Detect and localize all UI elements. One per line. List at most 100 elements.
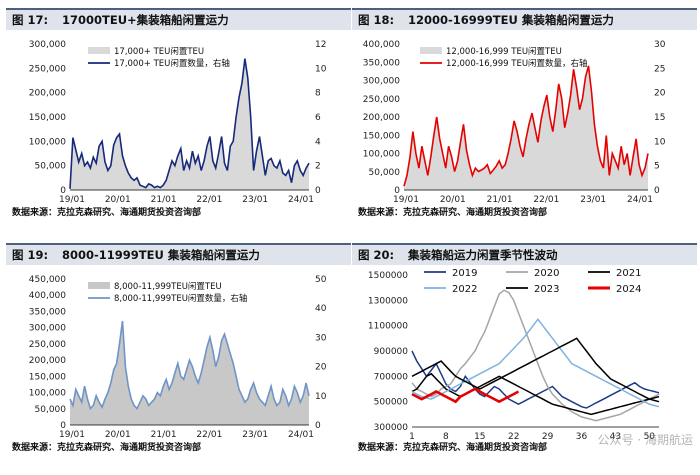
y-tick-label: 1500000 <box>368 271 408 281</box>
chart-title: 集装箱船运力闲置季节性波动 <box>408 248 558 262</box>
y2-tick-label: 10 <box>315 64 327 74</box>
x-tick-label: 23/01 <box>580 195 606 205</box>
x-tick-label: 24/01 <box>288 195 314 205</box>
x-tick-label: 50 <box>644 432 656 442</box>
chart-20-plot: 3000005000007000009000001100000130000015… <box>368 268 660 442</box>
y-tick-label: 200,000 <box>363 113 400 123</box>
y-tick-label: 350,000 <box>363 58 400 68</box>
chart-panel-20: 图 20: 集装箱船运力闲置季节性波动 300000 500000 700000 90… <box>352 243 697 475</box>
area-series <box>404 65 648 190</box>
x-tick-label: 22/01 <box>196 195 222 205</box>
figure-number: 图 18: <box>358 13 395 27</box>
chart-panel-17: 图 17: 17000TEU+集装箱船闲置运力 0 50,000 100,000 15… <box>6 8 351 240</box>
legend-label: 8,000-11,999TEU闲置数量，右轴 <box>114 293 247 304</box>
figure-number: 图 17: <box>12 13 49 27</box>
legend-label: 2020 <box>534 268 559 279</box>
title-bar-19: 图 19: 8000-11999TEU 集装箱船闲置运力 <box>6 243 351 265</box>
y-tick-label: 450,000 <box>29 275 66 285</box>
y-tick-label: 200,000 <box>29 89 66 99</box>
x-tick-label: 19/01 <box>393 195 419 205</box>
y-tick-label: 200,000 <box>29 356 66 366</box>
legend-label: 2019 <box>452 268 477 279</box>
source-note: 数据来源：克拉克森研究、海通期货投资咨询部 <box>12 443 202 453</box>
chart-title: 8000-11999TEU 集装箱船闲置运力 <box>62 248 260 262</box>
y-tick-label: 100,000 <box>363 150 400 160</box>
x-tick-label: 29 <box>542 432 554 442</box>
y2-tick-label: 15 <box>654 113 665 123</box>
x-tick-label: 23/01 <box>242 195 268 205</box>
y-tick-label: 400,000 <box>29 291 66 301</box>
y2-tick-label: 10 <box>654 137 666 147</box>
y2-tick-label: 5 <box>654 162 660 172</box>
figure-number: 图 20: <box>358 248 395 262</box>
line-series <box>69 320 310 411</box>
y2-tick-label: 0 <box>315 421 321 431</box>
chart-panel-18: 图 18: 12000-16999TEU 集装箱船闲置运力 0 50,000 100… <box>352 8 697 240</box>
y-tick-label: 50,000 <box>35 405 67 415</box>
y2-tick-label: 8 <box>315 89 321 99</box>
y-tick-label: 1100000 <box>368 322 408 332</box>
x-tick-label: 20/01 <box>440 195 466 205</box>
x-tick-label: 21/01 <box>487 195 513 205</box>
y-tick-label: 0 <box>394 186 400 196</box>
chart-panel-19: 图 19: 8000-11999TEU 集装箱船闲置运力 0 50,000 100,… <box>6 243 351 475</box>
line-series <box>403 65 649 187</box>
legend-swatch-area <box>88 47 110 54</box>
series-line-2024 <box>411 387 520 404</box>
x-tick-label: 22 <box>508 432 519 442</box>
legend-swatch-area <box>88 282 110 289</box>
y-tick-label: 300,000 <box>29 324 66 334</box>
series-line-2021 <box>411 372 660 416</box>
figure-number: 图 19: <box>12 248 49 262</box>
x-tick-label: 20/01 <box>105 430 131 440</box>
legend-label: 8,000-11,999TEU闲置TEU <box>114 282 222 292</box>
y-tick-label: 500000 <box>374 398 409 408</box>
y-tick-label: 350,000 <box>29 307 66 317</box>
y-tick-label: 250,000 <box>29 64 66 74</box>
y2-tick-label: 6 <box>315 113 321 123</box>
y-tick-label: 150,000 <box>29 113 66 123</box>
y-tick-label: 50,000 <box>35 162 67 172</box>
x-tick-label: 20/01 <box>105 195 131 205</box>
y-tick-label: 700000 <box>374 372 409 382</box>
series-line-2022 <box>411 318 660 408</box>
area-series <box>70 58 309 190</box>
y-tick-label: 300000 <box>374 423 409 433</box>
y2-tick-label: 4 <box>315 137 321 147</box>
x-tick-label: 15 <box>474 432 485 442</box>
y-tick-label: 100,000 <box>29 389 66 399</box>
y2-tick-label: 2 <box>315 162 321 172</box>
y2-tick-label: 0 <box>654 186 660 196</box>
watermark: 公众号 · 海期航运 <box>597 433 693 447</box>
y2-tick-label: 50 <box>315 275 327 285</box>
y-tick-label: 250,000 <box>29 340 66 350</box>
x-tick-label: 19/01 <box>59 195 85 205</box>
y2-tick-label: 30 <box>315 333 327 343</box>
y-tick-label: 0 <box>60 421 66 431</box>
y-tick-label: 50,000 <box>369 168 401 178</box>
y-tick-label: 400,000 <box>363 40 400 50</box>
chart-18-plot: 0 50,000 100,000 150,000 200,000 250,000 300,0… <box>363 40 666 205</box>
chart-title: 12000-16999TEU 集装箱船闲置运力 <box>408 13 614 27</box>
x-tick-label: 22/01 <box>533 195 559 205</box>
series-line-2020 <box>411 289 660 422</box>
y-tick-label: 250,000 <box>363 95 400 105</box>
title-bar-18: 图 18: 12000-16999TEU 集装箱船闲置运力 <box>352 8 697 30</box>
y-tick-label: 300,000 <box>363 77 400 87</box>
x-tick-label: 36 <box>576 432 588 442</box>
y2-tick-label: 10 <box>315 392 327 402</box>
x-tick-label: 43 <box>610 432 621 442</box>
x-tick-label: 22/01 <box>196 430 222 440</box>
x-tick-label: 24/01 <box>627 195 653 205</box>
line-series <box>69 58 310 189</box>
x-tick-label: 21/01 <box>151 430 177 440</box>
y-tick-label: 150,000 <box>363 131 400 141</box>
legend-label: 2023 <box>534 284 559 295</box>
legend-swatch-area <box>420 47 442 54</box>
source-note: 数据来源：克拉克森研究、海通期货投资咨询部 <box>358 208 548 218</box>
y2-tick-label: 30 <box>654 40 666 50</box>
x-tick-label: 21/01 <box>151 195 177 205</box>
y2-tick-label: 20 <box>315 363 327 373</box>
y-tick-label: 1300000 <box>368 296 408 306</box>
x-tick-label: 8 <box>443 432 449 442</box>
